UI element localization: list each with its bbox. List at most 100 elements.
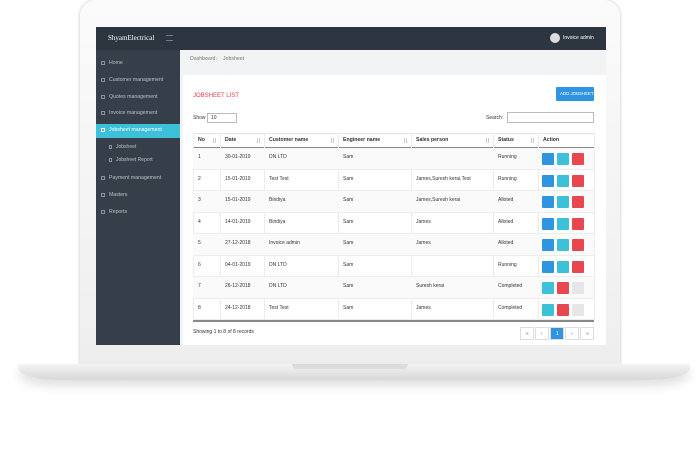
menu-item[interactable]: Quotes management — [109, 93, 158, 100]
table-cell: DN LTD — [269, 283, 287, 289]
screen: ShyamElectrical Invoice admin Home Custom… — [96, 27, 606, 345]
action-button[interactable] — [557, 282, 569, 294]
table-cell: 7 — [198, 283, 201, 289]
table-cell: James — [416, 240, 431, 246]
table-row — [193, 299, 594, 320]
table-cell: 3 — [198, 197, 201, 203]
action-button[interactable] — [572, 153, 584, 165]
table-cell: 26-12-2018 — [225, 283, 251, 289]
column-border — [411, 133, 412, 320]
table-cell: Alloted — [498, 197, 514, 203]
add-button[interactable]: ADD JOBSHEET — [556, 87, 594, 101]
table-cell: 24-12-2018 — [225, 304, 251, 311]
table-header — [193, 133, 594, 148]
table-cell: 5 — [198, 240, 201, 246]
show-label: Show — [193, 115, 206, 121]
page-button[interactable]: ‹ — [535, 327, 549, 340]
table-cell: Suresh kerai — [416, 283, 445, 289]
table-cell: Sam — [343, 304, 354, 311]
submenu-icon — [109, 145, 112, 150]
menu-toggle[interactable] — [166, 35, 173, 41]
user-menu[interactable]: Invoice admin — [563, 35, 594, 41]
action-button[interactable] — [572, 260, 584, 273]
menu-icon — [101, 94, 105, 99]
column-header[interactable]: Customer name — [269, 137, 309, 143]
page-button[interactable]: › — [565, 327, 579, 340]
page-label: » — [586, 331, 589, 337]
page-label: › — [571, 331, 573, 337]
submenu-icon — [109, 158, 112, 163]
logo[interactable]: ShyamElectrical — [108, 34, 155, 42]
breadcrumb[interactable]: Dashboard — [190, 56, 216, 62]
submenu-item[interactable]: Jobsheet — [116, 144, 137, 151]
column-header[interactable]: No — [198, 137, 205, 143]
action-button[interactable] — [557, 260, 569, 273]
menu-item[interactable]: Customer management — [109, 76, 164, 83]
search-input[interactable] — [507, 112, 594, 123]
table-cell: 2 — [198, 175, 201, 182]
menu-item[interactable]: Masters — [109, 192, 128, 198]
table-row — [193, 191, 594, 213]
action-button[interactable] — [557, 303, 569, 316]
page-size-select[interactable]: 10 — [207, 113, 237, 123]
action-button[interactable] — [572, 303, 584, 316]
action-button[interactable] — [542, 239, 554, 251]
table-row — [193, 170, 594, 191]
table-row — [193, 277, 594, 299]
avatar — [550, 33, 560, 43]
action-button[interactable] — [572, 239, 584, 251]
action-button[interactable] — [557, 196, 569, 208]
action-button[interactable] — [572, 174, 584, 187]
table-cell: James — [416, 218, 431, 225]
menu-item[interactable]: Reports — [109, 208, 128, 215]
menu-item[interactable]: Jobsheet management — [109, 127, 162, 134]
page-button[interactable]: 1 — [550, 327, 564, 340]
menu-icon — [101, 193, 105, 197]
sort-icon — [257, 138, 260, 143]
table-row — [193, 234, 594, 256]
column-border — [594, 133, 595, 320]
column-header[interactable]: Date — [225, 137, 237, 143]
action-button[interactable] — [557, 217, 569, 230]
breadcrumb-sep: › — [216, 56, 218, 62]
column-header[interactable]: Sales person — [416, 137, 449, 143]
action-button[interactable] — [542, 174, 554, 187]
menu-icon — [101, 61, 105, 65]
column-header[interactable]: Action — [543, 137, 560, 143]
breadcrumb: Jobsheet — [223, 56, 245, 62]
table-cell: 30-01-2019 — [225, 154, 251, 160]
sort-icon — [331, 138, 334, 143]
page-button[interactable]: » — [580, 327, 594, 340]
action-button[interactable] — [542, 303, 554, 316]
action-button[interactable] — [542, 196, 554, 208]
table-cell: Sam — [343, 197, 354, 203]
column-border — [493, 133, 494, 320]
menu-item[interactable]: Home — [109, 60, 123, 66]
action-button[interactable] — [572, 217, 584, 230]
action-button[interactable] — [542, 153, 554, 165]
page-button[interactable]: « — [520, 327, 534, 340]
column-border — [538, 133, 539, 320]
action-button[interactable] — [557, 174, 569, 187]
column-header[interactable]: Engineer name — [343, 137, 381, 143]
column-header[interactable]: Status — [498, 137, 514, 143]
menu-item[interactable]: Payment management — [109, 175, 162, 182]
action-button[interactable] — [542, 282, 554, 294]
action-button[interactable] — [557, 239, 569, 251]
action-button[interactable] — [542, 260, 554, 273]
table-cell: DN LTD — [269, 261, 287, 268]
table-cell: Alloted — [498, 218, 514, 225]
action-button[interactable] — [557, 153, 569, 165]
add-button-label: ADD JOBSHEET — [560, 91, 594, 96]
menu-item[interactable]: Invoice management — [109, 110, 158, 117]
table-cell: Running — [498, 154, 517, 160]
action-button[interactable] — [542, 217, 554, 230]
table-cell: Bindiya — [269, 218, 286, 225]
table-cell: 15-01-2019 — [225, 175, 251, 182]
action-button[interactable] — [572, 282, 584, 294]
submenu-item[interactable]: Jobsheet Report — [116, 157, 153, 164]
menu-icon — [101, 111, 105, 116]
sort-icon — [531, 138, 534, 143]
table-cell: Sam — [343, 283, 354, 289]
action-button[interactable] — [572, 196, 584, 208]
